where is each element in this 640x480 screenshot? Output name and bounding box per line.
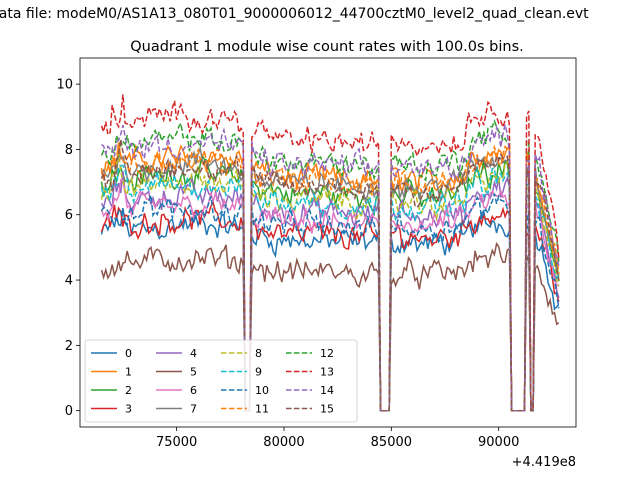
legend-label-3: 3 <box>125 403 132 416</box>
x-tick-label: 85000 <box>371 435 412 450</box>
x-tick-label: 75000 <box>156 435 197 450</box>
legend-label-10: 10 <box>255 384 269 397</box>
legend-label-9: 9 <box>255 366 262 379</box>
legend-label-7: 7 <box>190 403 197 416</box>
legend-label-1: 1 <box>125 366 132 379</box>
series-line-15 <box>100 138 560 412</box>
series-line-5 <box>100 241 560 412</box>
y-tick-label: 2 <box>65 339 73 354</box>
legend-label-12: 12 <box>320 347 334 360</box>
series-line-9 <box>100 164 560 412</box>
series-line-12 <box>100 118 560 412</box>
legend-label-15: 15 <box>320 403 334 416</box>
series-line-10 <box>100 193 560 412</box>
series-line-8 <box>100 153 560 412</box>
legend-label-5: 5 <box>190 366 197 379</box>
page-suptitle: Data file: modeM0/AS1A13_080T01_90000060… <box>0 6 589 22</box>
legend-label-2: 2 <box>125 384 132 397</box>
series-line-13 <box>100 94 560 412</box>
y-tick-label: 10 <box>56 78 73 93</box>
y-tick-label: 0 <box>65 404 73 419</box>
x-offset-label: +4.419e8 <box>512 455 576 470</box>
chart-title: Quadrant 1 module wise count rates with … <box>130 39 524 55</box>
legend-label-8: 8 <box>255 347 262 360</box>
legend-label-0: 0 <box>125 347 132 360</box>
series-lines <box>100 94 560 412</box>
legend-label-14: 14 <box>320 384 334 397</box>
y-tick-label: 4 <box>65 274 73 289</box>
series-line-11 <box>100 142 560 412</box>
y-tick-label: 6 <box>65 208 73 223</box>
series-line-3 <box>100 200 560 412</box>
x-tick-label: 80000 <box>263 435 304 450</box>
x-tick-label: 90000 <box>478 435 519 450</box>
legend-box <box>84 339 358 423</box>
legend-label-6: 6 <box>190 384 197 397</box>
legend-label-11: 11 <box>255 403 269 416</box>
series-line-14 <box>101 124 560 412</box>
legend-label-13: 13 <box>320 366 334 379</box>
legend-label-4: 4 <box>190 347 197 360</box>
axes-frame <box>79 57 577 428</box>
y-tick-label: 8 <box>65 143 73 158</box>
series-line-2 <box>100 154 560 412</box>
